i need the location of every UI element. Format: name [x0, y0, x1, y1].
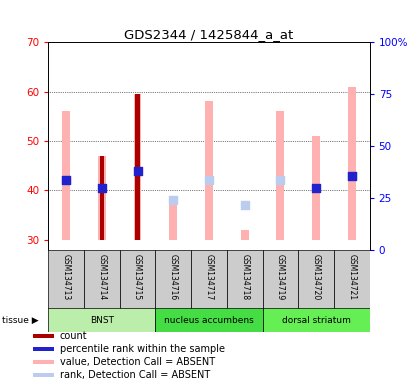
Point: [206, 177, 212, 184]
Bar: [205, 101, 213, 240]
Bar: [33, 348, 54, 351]
Bar: [298, 250, 334, 309]
Text: dorsal striatum: dorsal striatum: [282, 316, 350, 325]
Bar: [155, 250, 191, 309]
Text: GSM134719: GSM134719: [276, 254, 285, 301]
Bar: [134, 94, 142, 240]
Point: [241, 202, 248, 208]
Text: value, Detection Call = ABSENT: value, Detection Call = ABSENT: [60, 357, 215, 367]
Text: count: count: [60, 331, 87, 341]
Text: nucleus accumbens: nucleus accumbens: [164, 316, 254, 325]
Bar: [169, 200, 177, 240]
Point: [277, 177, 284, 184]
Text: GSM134721: GSM134721: [347, 254, 356, 301]
Title: GDS2344 / 1425844_a_at: GDS2344 / 1425844_a_at: [124, 28, 294, 41]
Bar: [312, 136, 320, 240]
Bar: [155, 308, 262, 332]
Bar: [33, 361, 54, 364]
Bar: [334, 250, 370, 309]
Bar: [191, 250, 227, 309]
Point: [312, 185, 319, 191]
Text: GSM134720: GSM134720: [312, 254, 320, 301]
Point: [63, 177, 70, 184]
Bar: [100, 156, 104, 240]
Text: tissue ▶: tissue ▶: [2, 316, 39, 325]
Bar: [33, 334, 54, 338]
Bar: [227, 250, 262, 309]
Bar: [241, 230, 249, 240]
Bar: [98, 156, 106, 240]
Bar: [48, 308, 155, 332]
Text: GSM134713: GSM134713: [62, 254, 71, 301]
Bar: [262, 308, 370, 332]
Bar: [62, 111, 70, 240]
Point: [134, 167, 141, 174]
Text: GSM134716: GSM134716: [169, 254, 178, 301]
Point: [63, 177, 70, 184]
Bar: [84, 250, 120, 309]
Text: rank, Detection Call = ABSENT: rank, Detection Call = ABSENT: [60, 370, 210, 380]
Bar: [348, 87, 356, 240]
Text: percentile rank within the sample: percentile rank within the sample: [60, 344, 225, 354]
Point: [349, 172, 355, 179]
Text: GSM134718: GSM134718: [240, 254, 249, 301]
Bar: [33, 373, 54, 377]
Bar: [120, 250, 155, 309]
Bar: [276, 111, 284, 240]
Text: GSM134717: GSM134717: [205, 254, 213, 301]
Bar: [135, 94, 140, 240]
Text: GSM134714: GSM134714: [97, 254, 106, 301]
Point: [349, 172, 355, 179]
Bar: [48, 250, 84, 309]
Text: GSM134715: GSM134715: [133, 254, 142, 301]
Bar: [262, 250, 298, 309]
Point: [98, 185, 105, 191]
Text: BNST: BNST: [90, 316, 114, 325]
Point: [170, 197, 177, 203]
